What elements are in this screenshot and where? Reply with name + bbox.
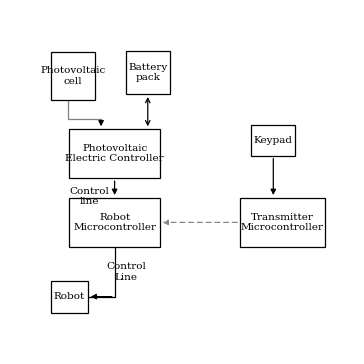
Text: Robot
Microcontroller: Robot Microcontroller bbox=[73, 213, 156, 232]
Text: Keypad: Keypad bbox=[254, 136, 293, 145]
Bar bbox=[51, 281, 88, 313]
Text: Control
line: Control line bbox=[69, 187, 109, 206]
Bar bbox=[126, 51, 170, 94]
Text: Control
Line: Control Line bbox=[106, 262, 146, 282]
Text: Photovoltaic
Electric Controller: Photovoltaic Electric Controller bbox=[65, 144, 164, 163]
Text: Transmitter
Microcontroller: Transmitter Microcontroller bbox=[241, 213, 324, 232]
Bar bbox=[240, 198, 325, 247]
Text: Battery
pack: Battery pack bbox=[128, 63, 167, 82]
Bar bbox=[70, 198, 160, 247]
Text: Photovoltaic
cell: Photovoltaic cell bbox=[40, 66, 106, 86]
Text: Robot: Robot bbox=[54, 292, 85, 301]
Bar bbox=[252, 125, 295, 156]
Bar bbox=[51, 52, 95, 100]
Bar bbox=[70, 129, 160, 178]
